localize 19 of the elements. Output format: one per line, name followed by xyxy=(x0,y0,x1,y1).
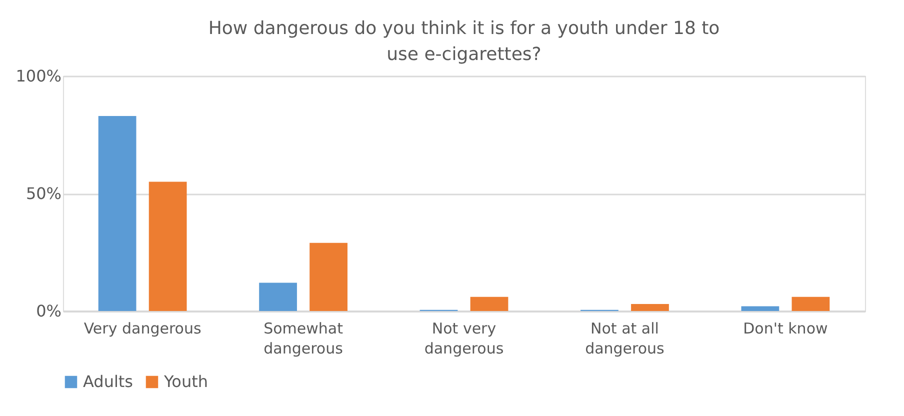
y-tick-label: 50% xyxy=(26,184,62,203)
x-tick-label: Not at all dangerous xyxy=(585,320,665,358)
legend-label: Youth xyxy=(163,372,208,391)
bar xyxy=(310,242,348,311)
y-tick-label: 0% xyxy=(36,302,62,320)
bar xyxy=(98,116,136,311)
bar xyxy=(259,282,297,311)
legend-label: Adults xyxy=(83,372,134,391)
bar xyxy=(631,304,669,311)
bar xyxy=(741,306,780,311)
x-tick-label: Somewhat dangerous xyxy=(264,320,344,358)
chart-title: How dangerous do you think it is for a youth under 18 to use e-cigarettes? xyxy=(208,18,720,65)
bar xyxy=(792,296,830,311)
y-tick-label: 100% xyxy=(16,66,62,86)
bar xyxy=(148,182,187,311)
x-tick-label: Very dangerous xyxy=(84,320,202,338)
x-tick-label: Don't know xyxy=(743,320,828,338)
x-tick-label: Not very dangerous xyxy=(424,320,504,358)
bar xyxy=(470,296,508,311)
